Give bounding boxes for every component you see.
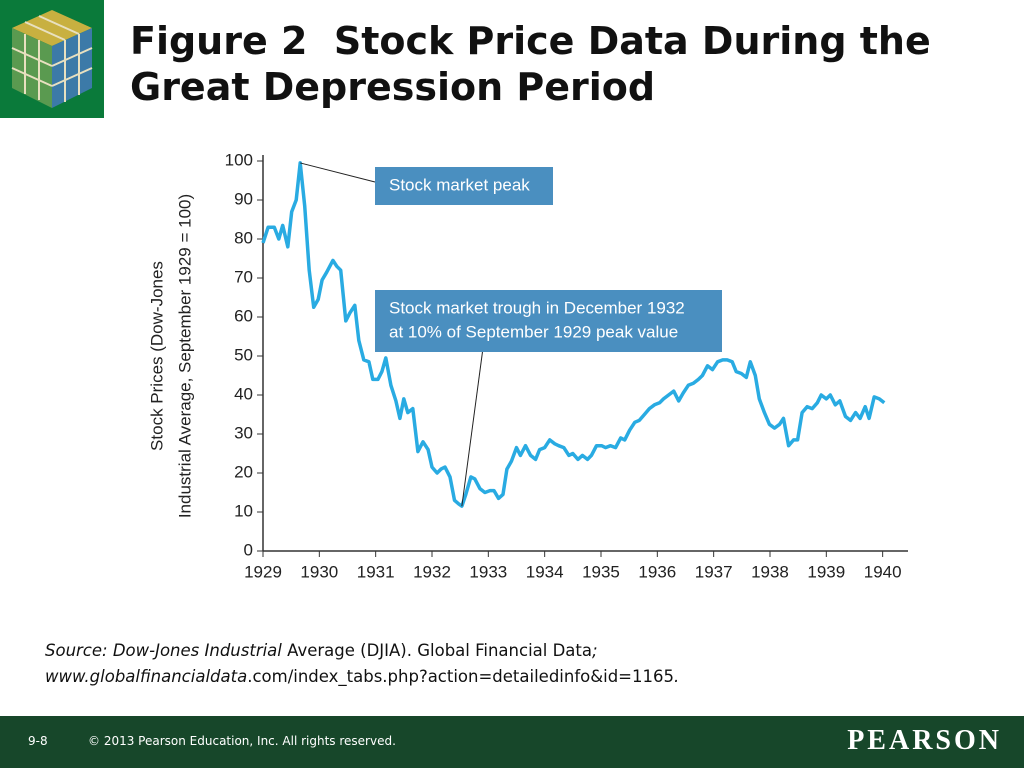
x-tick-label: 1933 xyxy=(469,562,507,581)
y-tick-label: 0 xyxy=(244,540,253,559)
source-note: Source: Dow-Jones Industrial Average (DJ… xyxy=(45,638,679,690)
annotation-box xyxy=(375,290,722,352)
y-tick-label: 40 xyxy=(234,384,253,403)
y-tick-label: 90 xyxy=(234,189,253,208)
source-text: Source: Dow-Jones Industrial xyxy=(45,641,282,660)
x-tick-label: 1939 xyxy=(807,562,845,581)
y-tick-label: 60 xyxy=(234,306,253,325)
price-line xyxy=(261,161,886,508)
x-tick-label: 1934 xyxy=(526,562,564,581)
logo-cube xyxy=(11,10,93,108)
source-text: ; xyxy=(592,641,598,660)
y-tick-label: 50 xyxy=(234,345,253,364)
source-text: .com/index_tabs.php?action=detailedinfo&… xyxy=(247,667,674,686)
annotation-text: at 10% of September 1929 peak value xyxy=(389,322,678,341)
x-tick-label: 1936 xyxy=(638,562,676,581)
y-tick-label: 30 xyxy=(234,423,253,442)
annotation-leader xyxy=(461,347,484,507)
x-tick-label: 1938 xyxy=(751,562,789,581)
x-tick-label: 1935 xyxy=(582,562,620,581)
y-tick-label: 70 xyxy=(234,267,253,286)
y-axis-label: Stock Prices (Dow-Jones xyxy=(147,261,166,451)
x-tick-label: 1940 xyxy=(864,562,902,581)
page-number: 9-8 xyxy=(28,734,48,748)
source-text: Average (DJIA). Global Financial Data xyxy=(281,641,592,660)
x-tick-label: 1932 xyxy=(413,562,451,581)
brand: PEARSON xyxy=(847,725,1002,756)
source-line: www.globalfinancialdata.com/index_tabs.p… xyxy=(45,664,679,690)
x-tick-label: 1930 xyxy=(300,562,338,581)
x-tick-label: 1931 xyxy=(357,562,395,581)
slide-title: Figure 2 Stock Price Data During the Gre… xyxy=(130,19,944,109)
y-tick-label: 80 xyxy=(234,228,253,247)
annotation-box xyxy=(375,167,553,205)
annotation-text: Stock market peak xyxy=(389,175,530,194)
annotation-text: Stock market trough in December 1932 xyxy=(389,298,685,317)
y-tick-label: 10 xyxy=(234,501,253,520)
x-tick-label: 1937 xyxy=(695,562,733,581)
source-text: . xyxy=(674,667,680,686)
y-axis-label: Industrial Average, September 1929 = 100… xyxy=(175,194,194,518)
copyright: © 2013 Pearson Education, Inc. All right… xyxy=(88,734,396,748)
annotation-leader xyxy=(300,162,376,183)
source-text: www.globalfinancialdata xyxy=(45,667,248,686)
x-tick-label: 1929 xyxy=(244,562,282,581)
logo xyxy=(0,0,104,118)
footer: 9-8 © 2013 Pearson Education, Inc. All r… xyxy=(0,716,1024,768)
y-tick-label: 20 xyxy=(234,462,253,481)
source-line: Source: Dow-Jones Industrial Average (DJ… xyxy=(45,638,679,664)
chart: 0 10 20 30 40 50 60 70 80 90 100 1929 1930 1931 1932 19… xyxy=(147,150,908,581)
y-tick-label: 100 xyxy=(225,150,253,169)
